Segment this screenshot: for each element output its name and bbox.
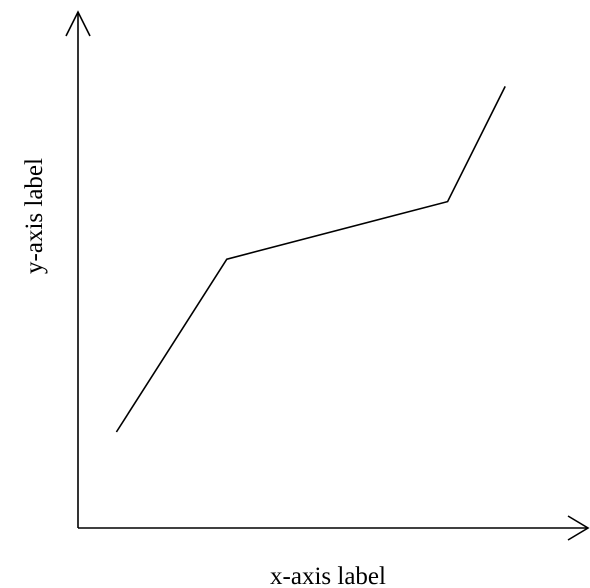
series-layer (115, 86, 506, 433)
x-axis-arrowhead (567, 515, 590, 541)
axes (65, 10, 590, 541)
y-axis-label: y-axis label (21, 158, 48, 274)
series-line-1 (115, 86, 506, 433)
y-axis-arrowhead (65, 10, 91, 37)
x-axis-label: x-axis label (270, 563, 386, 588)
